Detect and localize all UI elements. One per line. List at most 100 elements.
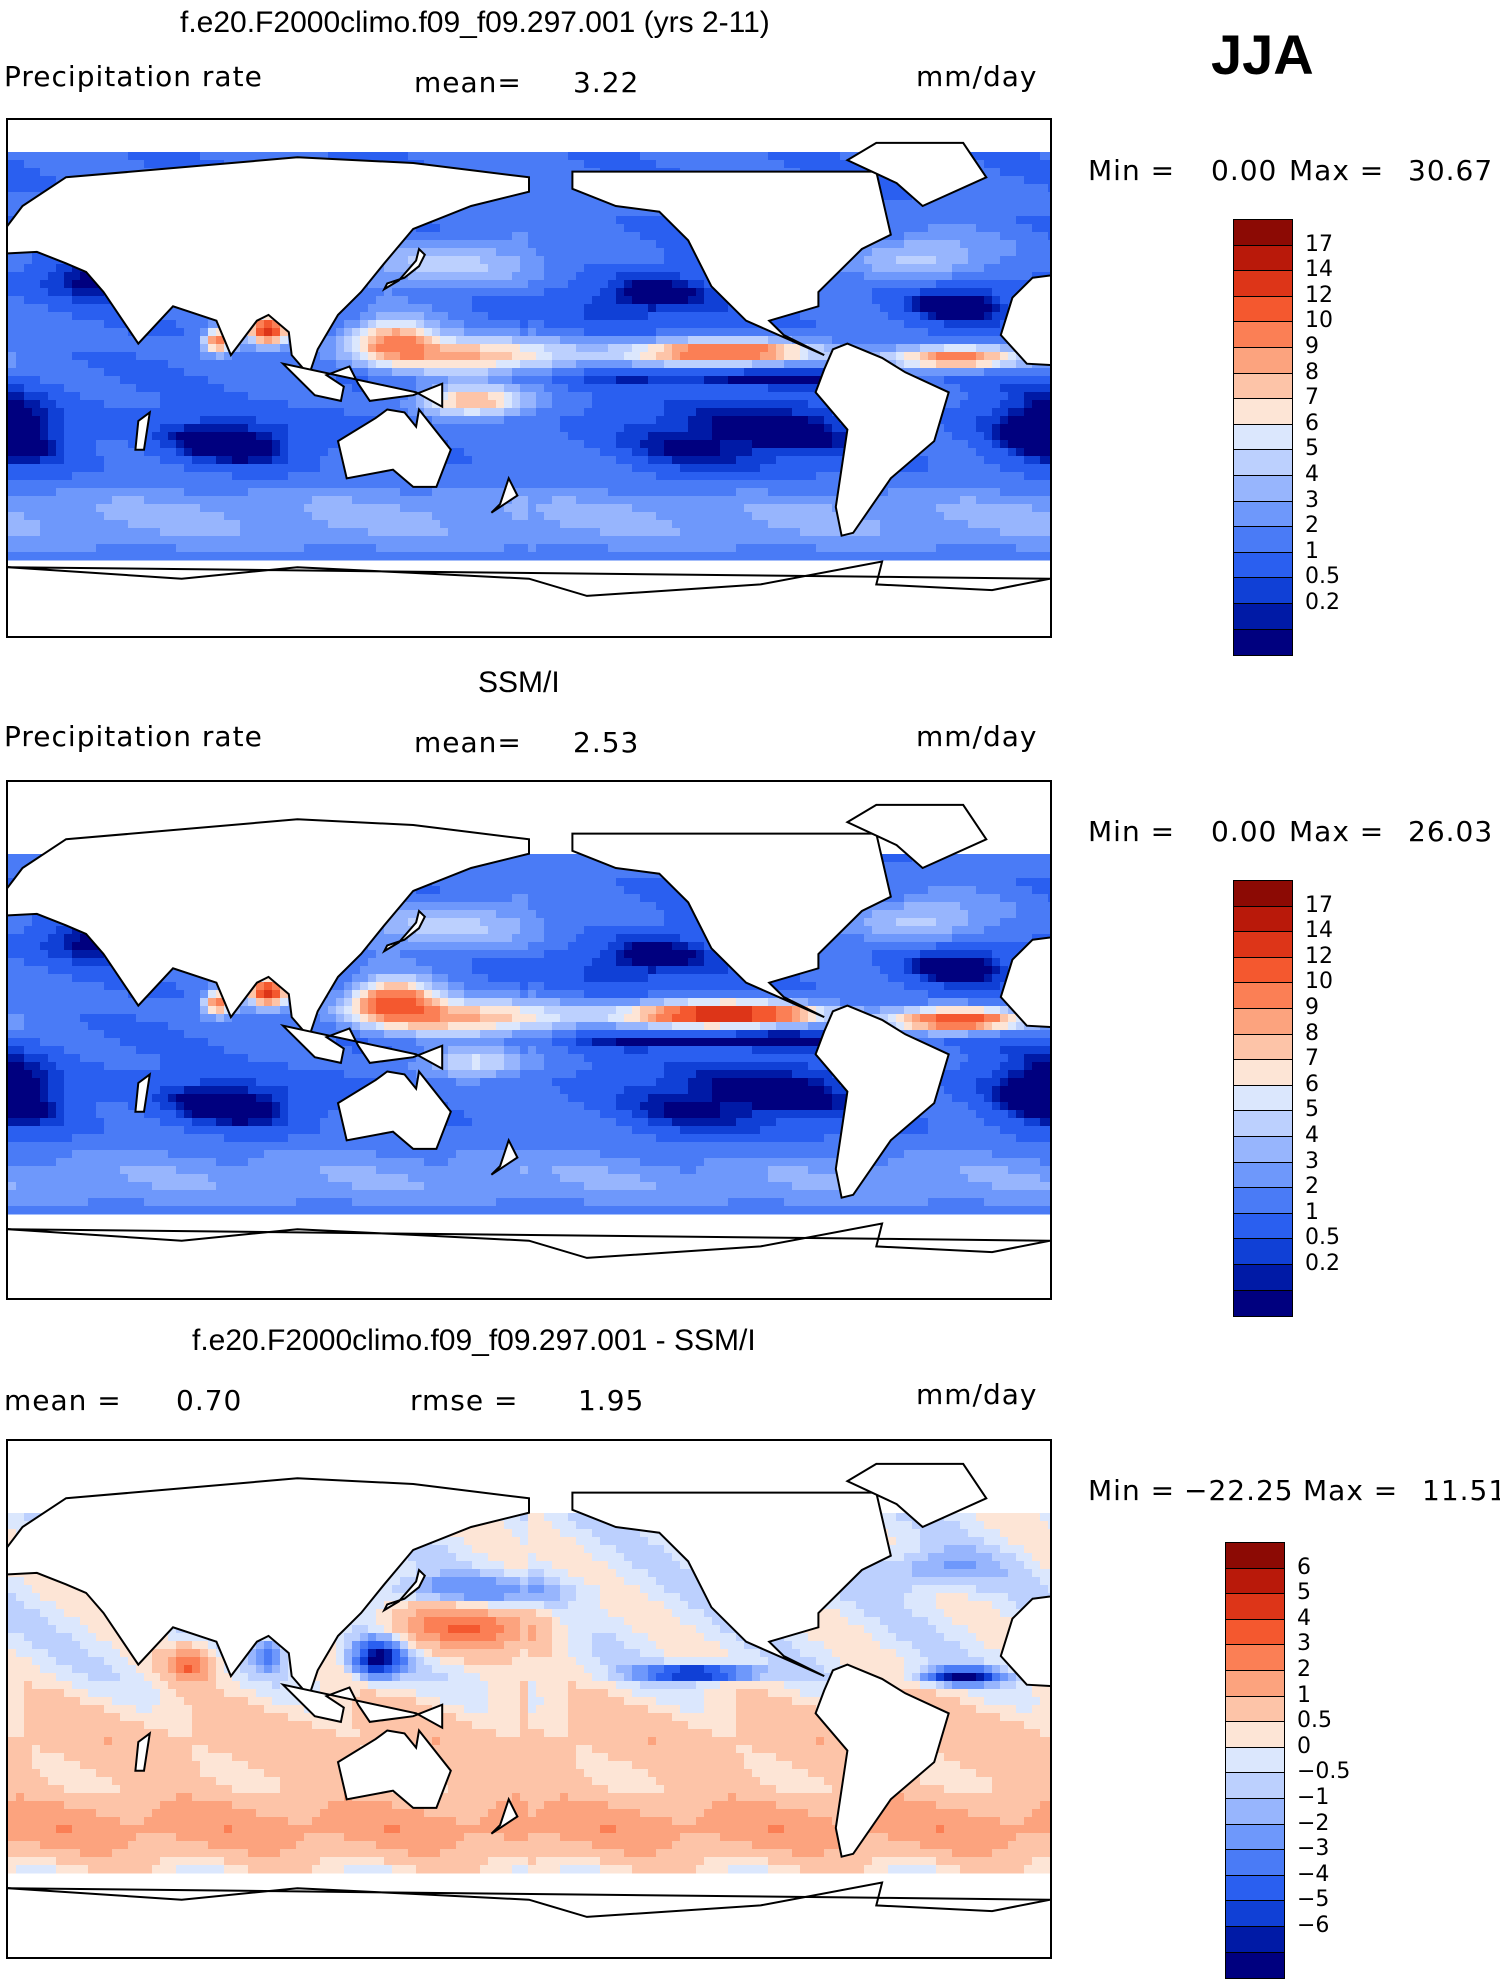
map-cell — [1000, 176, 1009, 185]
map-cell — [592, 352, 601, 361]
map-cell — [584, 304, 593, 313]
map-cell — [224, 392, 233, 401]
map-cell — [520, 448, 529, 457]
map-cell — [992, 240, 1001, 249]
map-cell — [800, 408, 809, 417]
map-cell — [48, 160, 57, 169]
map-cell — [56, 352, 65, 361]
map-cell — [320, 352, 329, 361]
map-cell — [944, 272, 953, 281]
map-cell — [1040, 448, 1049, 457]
map-cell — [40, 384, 49, 393]
map-cell — [792, 384, 801, 393]
map-cell — [592, 216, 601, 225]
map-cell — [672, 416, 681, 425]
map-cell — [696, 360, 705, 369]
map-cell — [136, 400, 145, 409]
map-cell — [360, 360, 369, 369]
map-cell — [680, 280, 689, 289]
map-cell — [184, 424, 193, 433]
map-cell — [976, 344, 985, 353]
map-cell — [144, 344, 153, 353]
map-cell — [448, 216, 457, 225]
map-cell — [584, 424, 593, 433]
map-cell — [736, 360, 745, 369]
map-cell — [104, 376, 113, 385]
map-cell — [56, 280, 65, 289]
map-cell — [416, 344, 425, 353]
map-cell — [656, 216, 665, 225]
map-cell — [664, 400, 673, 409]
map-cell — [16, 192, 25, 201]
map-cell — [544, 336, 553, 345]
map-cell — [672, 368, 681, 377]
map-cell — [232, 376, 241, 385]
map-cell — [720, 432, 729, 441]
map-cell — [432, 344, 441, 353]
map-cell — [952, 392, 961, 401]
map-cell — [480, 232, 489, 241]
map-cell — [832, 312, 841, 321]
map-cell — [136, 344, 145, 353]
map-cell — [48, 168, 57, 177]
map-cell — [928, 336, 937, 345]
map-cell — [504, 288, 513, 297]
map-cell — [624, 152, 633, 161]
map-cell — [600, 152, 609, 161]
map-cell — [792, 408, 801, 417]
map-cell — [1024, 432, 1033, 441]
map-cell — [464, 440, 473, 449]
map-cell — [192, 336, 201, 345]
map-cell — [712, 368, 721, 377]
map-cell — [728, 432, 737, 441]
map-cell — [960, 384, 969, 393]
map-cell — [408, 248, 417, 257]
map-cell — [208, 408, 217, 417]
map-cell — [568, 160, 577, 169]
map-cell — [1000, 408, 1009, 417]
map-cell — [168, 408, 177, 417]
map-cell — [168, 320, 177, 329]
map-cell — [152, 344, 161, 353]
map-cell — [744, 384, 753, 393]
map-cell — [88, 384, 97, 393]
map-cell — [896, 344, 905, 353]
map-cell — [1024, 248, 1033, 257]
map-cell — [776, 392, 785, 401]
map-cell — [96, 304, 105, 313]
map-cell — [680, 312, 689, 321]
map-cell — [448, 352, 457, 361]
map-cell — [72, 360, 81, 369]
map-cell — [584, 408, 593, 417]
map-cell — [408, 288, 417, 297]
map-cell — [496, 344, 505, 353]
map-cell — [992, 160, 1001, 169]
map-cell — [456, 160, 465, 169]
map-cell — [544, 160, 553, 169]
map-cell — [872, 264, 881, 273]
map-cell — [448, 304, 457, 313]
map-cell — [944, 368, 953, 377]
map-cell — [568, 352, 577, 361]
map-cell — [560, 192, 569, 201]
map-cell — [8, 352, 17, 361]
map-cell — [760, 432, 769, 441]
map-cell — [584, 320, 593, 329]
map-cell — [104, 424, 113, 433]
map-cell — [88, 336, 97, 345]
map-cell — [368, 368, 377, 377]
map-cell — [664, 360, 673, 369]
map-cell — [560, 344, 569, 353]
map-cell — [168, 336, 177, 345]
map-cell — [80, 392, 89, 401]
map-cell — [1008, 400, 1017, 409]
map-cell — [264, 376, 273, 385]
map-cell — [504, 160, 513, 169]
map-cell — [600, 320, 609, 329]
map-cell — [328, 440, 337, 449]
map-cell — [272, 448, 281, 457]
map-cell — [984, 392, 993, 401]
map-cell — [464, 272, 473, 281]
map-cell — [760, 424, 769, 433]
map-cell — [712, 392, 721, 401]
